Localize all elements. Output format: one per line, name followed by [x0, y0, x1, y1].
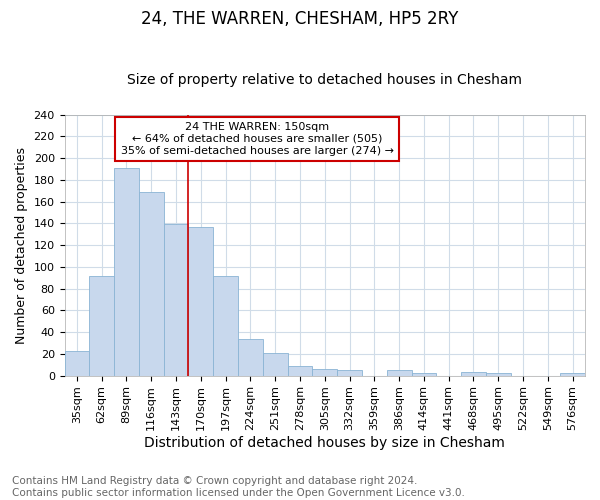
Title: Size of property relative to detached houses in Chesham: Size of property relative to detached ho… — [127, 73, 522, 87]
Text: 24 THE WARREN: 150sqm
← 64% of detached houses are smaller (505)
35% of semi-det: 24 THE WARREN: 150sqm ← 64% of detached … — [121, 122, 394, 156]
X-axis label: Distribution of detached houses by size in Chesham: Distribution of detached houses by size … — [145, 436, 505, 450]
Text: Contains HM Land Registry data © Crown copyright and database right 2024.
Contai: Contains HM Land Registry data © Crown c… — [12, 476, 465, 498]
Bar — [213, 276, 238, 376]
Bar — [461, 372, 486, 376]
Bar — [164, 224, 188, 376]
Bar — [412, 374, 436, 376]
Bar — [139, 192, 164, 376]
Bar — [263, 353, 287, 376]
Bar — [238, 338, 263, 376]
Bar — [188, 226, 213, 376]
Bar — [337, 370, 362, 376]
Bar — [313, 369, 337, 376]
Bar — [560, 374, 585, 376]
Bar — [387, 370, 412, 376]
Y-axis label: Number of detached properties: Number of detached properties — [15, 146, 28, 344]
Bar — [65, 350, 89, 376]
Bar — [287, 366, 313, 376]
Bar — [486, 374, 511, 376]
Text: 24, THE WARREN, CHESHAM, HP5 2RY: 24, THE WARREN, CHESHAM, HP5 2RY — [142, 10, 458, 28]
Bar — [114, 168, 139, 376]
Bar — [89, 276, 114, 376]
